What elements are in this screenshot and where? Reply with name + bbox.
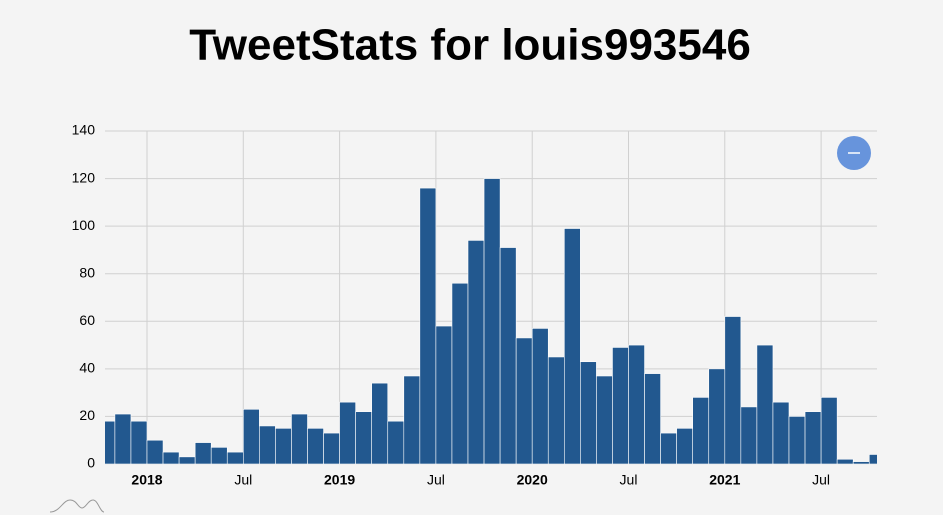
x-tick-label: Jul bbox=[427, 472, 445, 488]
bar bbox=[660, 432, 677, 465]
bar bbox=[772, 401, 790, 465]
y-tick-label: 60 bbox=[79, 312, 95, 328]
bar bbox=[291, 413, 308, 465]
bar bbox=[676, 428, 694, 465]
x-tick-label: 2019 bbox=[324, 472, 355, 488]
bar bbox=[724, 316, 742, 465]
bar bbox=[628, 344, 645, 465]
bar bbox=[692, 397, 710, 465]
bar bbox=[275, 428, 292, 465]
bar bbox=[788, 416, 806, 465]
bar bbox=[162, 451, 180, 465]
bar bbox=[499, 247, 517, 465]
bar bbox=[435, 325, 453, 465]
bar bbox=[708, 368, 726, 465]
bar bbox=[178, 456, 196, 465]
bar bbox=[515, 337, 533, 465]
bar bbox=[804, 411, 822, 465]
bar bbox=[531, 328, 549, 465]
bar bbox=[259, 425, 276, 465]
x-tick-label: Jul bbox=[620, 472, 638, 488]
x-tick-label: 2018 bbox=[131, 472, 162, 488]
bar bbox=[580, 361, 597, 465]
bar bbox=[467, 240, 485, 465]
bar bbox=[339, 401, 356, 465]
bar bbox=[612, 347, 629, 465]
chart-title: TweetStats for louis993546 bbox=[189, 21, 751, 70]
x-tick-label: 2021 bbox=[709, 472, 740, 488]
bar bbox=[740, 406, 758, 465]
bar bbox=[852, 461, 870, 465]
bar bbox=[644, 373, 661, 465]
bar bbox=[403, 375, 421, 465]
bar bbox=[323, 432, 340, 465]
zoom-button[interactable] bbox=[837, 136, 871, 170]
bar bbox=[130, 420, 148, 465]
bar bbox=[756, 344, 774, 465]
bar bbox=[820, 397, 838, 465]
bar bbox=[371, 382, 389, 465]
bar bbox=[210, 447, 228, 465]
bar bbox=[146, 439, 164, 465]
bar bbox=[547, 356, 565, 465]
bar bbox=[307, 428, 324, 465]
y-tick-label: 140 bbox=[72, 122, 96, 138]
bar bbox=[563, 228, 581, 465]
bar bbox=[419, 187, 437, 465]
x-tick-label: Jul bbox=[812, 472, 830, 488]
bar bbox=[387, 420, 405, 465]
logo bbox=[49, 499, 105, 513]
y-tick-label: 20 bbox=[79, 407, 95, 423]
bar bbox=[483, 178, 501, 465]
bar bbox=[226, 451, 244, 465]
bar bbox=[194, 442, 212, 465]
bar bbox=[836, 458, 854, 465]
bar bbox=[105, 420, 116, 465]
bar bbox=[451, 282, 469, 465]
x-tick-label: Jul bbox=[234, 472, 252, 488]
x-tick-label: 2020 bbox=[517, 472, 548, 488]
y-tick-label: 100 bbox=[72, 217, 96, 233]
bar bbox=[868, 454, 877, 465]
bar bbox=[355, 411, 372, 465]
bar bbox=[114, 413, 132, 465]
y-tick-label: 120 bbox=[72, 169, 96, 185]
y-tick-label: 0 bbox=[87, 455, 95, 471]
bar bbox=[243, 408, 260, 465]
bar bbox=[596, 375, 613, 465]
y-tick-label: 80 bbox=[79, 264, 95, 280]
y-tick-label: 40 bbox=[79, 360, 95, 376]
